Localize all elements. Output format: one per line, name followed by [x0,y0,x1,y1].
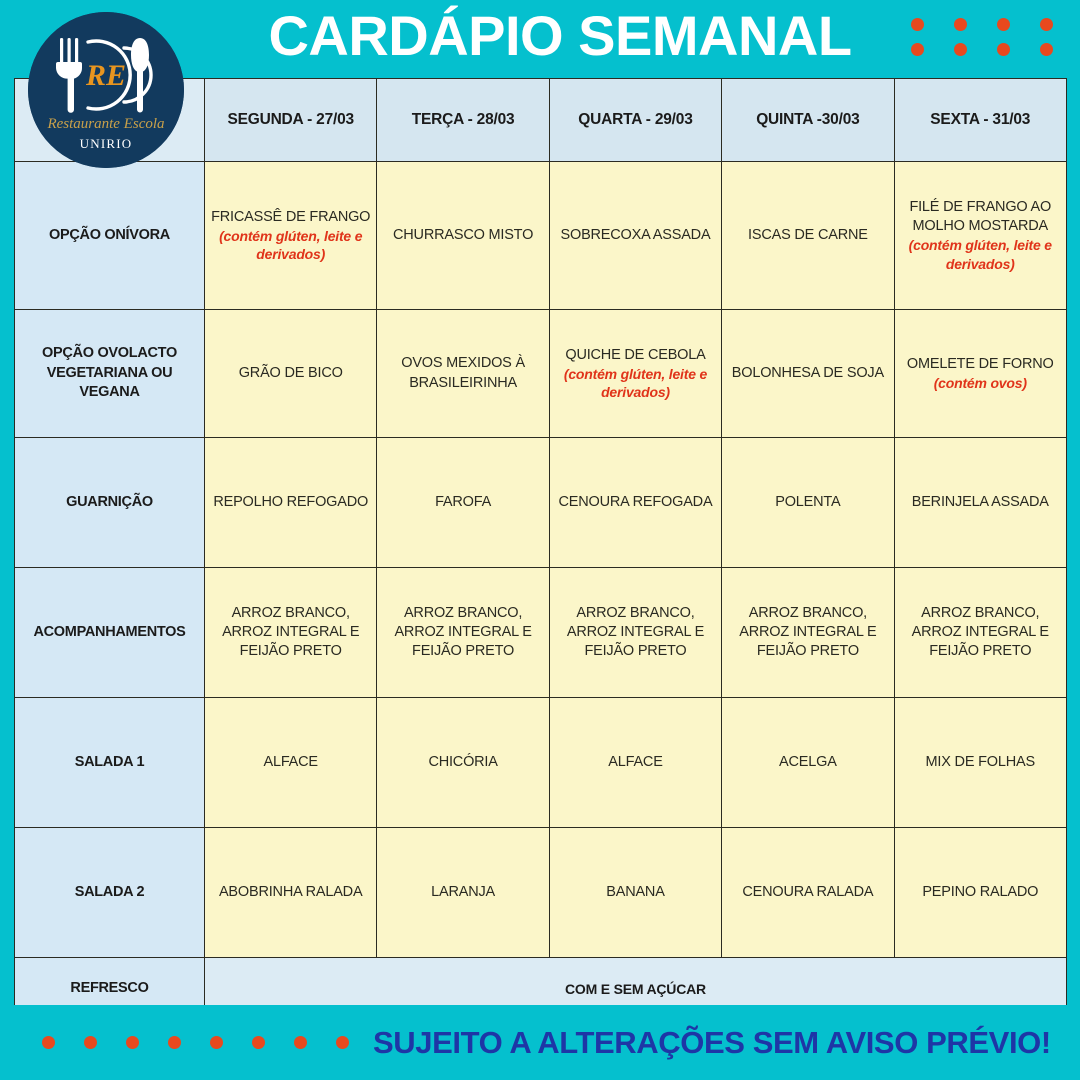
table-row: OPÇÃO ONÍVORA FRICASSÊ DE FRANGO (contém… [14,161,1067,310]
menu-cell: CHURRASCO MISTO [376,161,550,310]
dish-name: CHURRASCO MISTO [393,226,534,243]
menu-cell: ALFACE [203,697,378,828]
menu-cell: SOBRECOXA ASSADA [548,161,723,310]
dish-name: QUICHE DE CEBOLA [565,346,706,363]
row-label-acompanhamentos: ACOMPANHAMENTOS [14,567,205,698]
dish-name: SOBRECOXA ASSADA [560,226,711,243]
poster-header: CARDÁPIO SEMANAL [0,0,1080,78]
header-dots-decoration [896,12,1068,62]
menu-cell: LARANJA [376,827,550,958]
menu-cell: BOLONHESA DE SOJA [721,309,895,438]
column-header-segunda: SEGUNDA - 27/03 [203,78,378,162]
menu-cell: OMELETE DE FORNO (contém ovos) [893,309,1067,438]
logo-script-name: Restaurante Escola [46,116,164,132]
logo-graphic: RE Restaurante Escola UNIRIO [28,12,184,168]
dish-name: OMELETE DE FORNO [906,355,1054,372]
menu-cell: BANANA [548,827,723,958]
dot-icon [84,1036,97,1049]
dish-name: FRICASSÊ DE FRANGO [211,208,371,225]
page-title: CARDÁPIO SEMANAL [268,4,852,67]
fork-icon [56,38,83,113]
menu-cell: FAROFA [376,437,550,568]
menu-cell: GRÃO DE BICO [203,309,378,438]
dot-icon [954,43,967,56]
dish-name: GRÃO DE BICO [238,364,343,381]
allergen-note: (contém glúten, leite e derivados) [563,365,708,401]
menu-cell: ARROZ BRANCO, ARROZ INTEGRAL E FEIJÃO PR… [548,567,723,698]
table-row: SALADA 1 ALFACE CHICÓRIA ALFACE ACELGA M… [14,697,1067,828]
menu-cell: CENOURA RALADA [721,827,895,958]
row-label-onivora: OPÇÃO ONÍVORA [14,161,205,310]
dish-name: FILÉ DE FRANGO AO MOLHO MOSTARDA [909,199,1052,235]
weekly-menu-table: SEGUNDA - 27/03 TERÇA - 28/03 QUARTA - 2… [14,78,1067,1020]
logo-monogram: RE [85,59,126,92]
dish-name: ISCAS DE CARNE [748,226,868,243]
menu-cell: ARROZ BRANCO, ARROZ INTEGRAL E FEIJÃO PR… [203,567,378,698]
dot-icon [954,18,967,31]
column-header-terca: TERÇA - 28/03 [376,78,550,162]
menu-cell: FRICASSÊ DE FRANGO (contém glúten, leite… [203,161,378,310]
dot-icon [126,1036,139,1049]
footer-notice: SUJEITO A ALTERAÇÕES SEM AVISO PRÉVIO! [373,1024,1051,1060]
column-header-quinta: QUINTA -30/03 [721,78,895,162]
dot-icon [210,1036,223,1049]
table-row: OPÇÃO OVOLACTO VEGETARIANA OU VEGANA GRÃ… [14,309,1067,438]
dot-icon [911,43,924,56]
dot-icon [168,1036,181,1049]
menu-cell: OVOS MEXIDOS À BRASILEIRINHA [376,309,550,438]
menu-cell: QUICHE DE CEBOLA (contém glúten, leite e… [548,309,723,438]
menu-cell: CENOURA REFOGADA [548,437,723,568]
menu-cell: ALFACE [548,697,723,828]
dot-icon [997,18,1010,31]
menu-cell: CHICÓRIA [376,697,550,828]
row-label-vegetariana: OPÇÃO OVOLACTO VEGETARIANA OU VEGANA [14,309,205,438]
column-header-sexta: SEXTA - 31/03 [893,78,1067,162]
dot-icon [42,1036,55,1049]
plate-icon [86,39,153,111]
allergen-note: (contém glúten, leite e derivados) [908,237,1052,272]
menu-cell: ABOBRINHA RALADA [203,827,378,958]
menu-cell: FILÉ DE FRANGO AO MOLHO MOSTARDA (contém… [893,161,1067,310]
menu-cell: MIX DE FOLHAS [893,697,1067,828]
row-label-salada-1: SALADA 1 [14,697,205,828]
column-header-quarta: QUARTA - 29/03 [548,78,723,162]
allergen-note: (contém glúten, leite e derivados) [219,227,363,263]
menu-cell: BERINJELA ASSADA [893,437,1067,568]
dot-icon [997,43,1010,56]
allergen-note: (contém ovos) [933,374,1027,391]
menu-cell: PEPINO RALADO [893,827,1067,958]
restaurant-logo: RE Restaurante Escola UNIRIO [28,12,184,168]
footer-dots-decoration [42,1036,349,1049]
dot-icon [294,1036,307,1049]
dish-name: BOLONHESA DE SOJA [731,364,884,381]
row-label-salada-2: SALADA 2 [14,827,205,958]
dot-icon [911,18,924,31]
table-row: GUARNIÇÃO REPOLHO REFOGADO FAROFA CENOUR… [14,437,1067,568]
row-label-guarnicao: GUARNIÇÃO [14,437,205,568]
dish-name: OVOS MEXIDOS À BRASILEIRINHA [401,355,525,391]
menu-cell: ARROZ BRANCO, ARROZ INTEGRAL E FEIJÃO PR… [721,567,895,698]
dot-icon [1040,18,1053,31]
menu-cell: ISCAS DE CARNE [721,161,895,310]
table-row: ACOMPANHAMENTOS ARROZ BRANCO, ARROZ INTE… [14,567,1067,698]
table-body: OPÇÃO ONÍVORA FRICASSÊ DE FRANGO (contém… [14,161,1067,1020]
logo-institution: UNIRIO [80,136,133,151]
poster-footer: SUJEITO A ALTERAÇÕES SEM AVISO PRÉVIO! [0,1005,1080,1080]
menu-cell: REPOLHO REFOGADO [203,437,378,568]
menu-cell: ARROZ BRANCO, ARROZ INTEGRAL E FEIJÃO PR… [893,567,1067,698]
menu-cell: ACELGA [721,697,895,828]
dot-icon [252,1036,265,1049]
dot-icon [1040,43,1053,56]
menu-cell: ARROZ BRANCO, ARROZ INTEGRAL E FEIJÃO PR… [376,567,550,698]
dot-icon [336,1036,349,1049]
menu-cell: POLENTA [721,437,895,568]
table-row: SALADA 2 ABOBRINHA RALADA LARANJA BANANA… [14,827,1067,958]
